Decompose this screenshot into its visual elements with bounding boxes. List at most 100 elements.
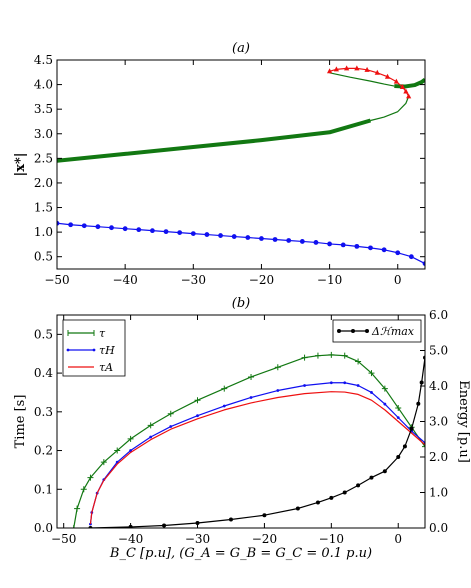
panel-b-ylabel-right: Energy [p.u] [456, 380, 471, 463]
panel-b-point [196, 414, 199, 418]
panel-b-point [262, 513, 267, 518]
panel-b-ytick-label: 0.4 [34, 366, 53, 380]
panel-b-point [276, 389, 280, 392]
panel-a-point [150, 228, 155, 234]
panel-a-point [422, 261, 425, 266]
panel-a-title: (a) [232, 41, 250, 56]
panel-a-point [393, 78, 399, 84]
panel-b-point [368, 370, 375, 377]
panel-b-point [127, 435, 134, 442]
panel-b-xtick-label: −10 [319, 532, 344, 546]
panel-b-title: (b) [232, 296, 250, 311]
panel-b-point [248, 373, 255, 380]
panel-b-point [303, 384, 306, 387]
panel-b-point [249, 396, 253, 399]
panel-a-point [354, 65, 360, 71]
panel-b-legend-marker [67, 330, 95, 336]
panel-a-ytick-label: 0.5 [34, 250, 53, 264]
panel-a-ytick-label: 4.5 [34, 53, 53, 67]
panel-a-point [163, 229, 169, 235]
panel-b-xlabel: B_C [p.u], (G_A = G_B = G_C = 0.1 p.u) [109, 546, 372, 561]
panel-b-legend-marker [365, 329, 369, 333]
panel-b-series-0 [73, 354, 425, 528]
panel-b-point [80, 486, 87, 493]
panel-b-ytick-label-right: 4.0 [429, 379, 448, 393]
panel-b-point [129, 449, 133, 452]
panel-a-ylabel: |x*| [13, 152, 28, 176]
panel-b-legend-label: Δℋmax [371, 325, 415, 338]
panel-b-xtick-label: −50 [51, 532, 76, 546]
panel-b-ytick-label: 0.5 [34, 327, 53, 341]
panel-a-point [136, 227, 142, 233]
panel-b-point [341, 352, 348, 359]
panel-b-ytick-label: 0.1 [34, 482, 53, 496]
panel-a-point [384, 73, 391, 79]
panel-b-point [114, 447, 121, 454]
panel-a-point [218, 233, 223, 238]
panel-b-series-3 [90, 357, 425, 528]
panel-b-xtick-label: −20 [252, 532, 277, 546]
panel-a-point [403, 88, 409, 94]
panel-a-point [364, 66, 370, 72]
panel-b-point [329, 381, 333, 385]
panel-a-frame [56, 59, 426, 270]
panel-b-ytick-label-right: 5.0 [429, 344, 448, 358]
panel-b-xtick-label: −40 [118, 532, 143, 546]
panel-a-point [406, 93, 412, 99]
panel-a-point [259, 236, 264, 241]
panel-a-xtick-label: 0 [394, 273, 402, 287]
panel-a-point [327, 241, 332, 247]
panel-b-point [382, 469, 387, 474]
panel-b-point [74, 505, 81, 512]
panel-b-point [419, 380, 424, 385]
panel-a-series-2 [329, 72, 395, 87]
panel-a-ytick-label: 4.0 [34, 78, 53, 92]
panel-b-point [315, 500, 320, 505]
panel-b-point [70, 525, 77, 528]
panel-a-ytick-label: 2.5 [34, 151, 53, 165]
panel-b-ytick-label-right: 6.0 [429, 308, 448, 322]
panel-b-point [342, 490, 347, 495]
panel-b-legend-label: τ [99, 327, 106, 340]
panel-b-plot-area [70, 351, 425, 528]
panel-a-series-1 [370, 96, 410, 122]
panel-b-ytick-label-right: 0.0 [429, 521, 448, 535]
panel-b-point [147, 422, 154, 429]
panel-b-point [356, 384, 360, 387]
panel-b-point [228, 517, 233, 522]
panel-b-ytick-label-right: 3.0 [429, 415, 448, 429]
panel-a-plot-area [57, 65, 425, 266]
panel-a-point [344, 65, 350, 71]
panel-b-ytick-label: 0.2 [34, 444, 53, 458]
panel-b-legend-marker [351, 329, 355, 333]
panel-b-point [409, 426, 414, 431]
panel-b-legend-label: τA [99, 361, 113, 374]
panel-b-ytick-label: 0.3 [34, 405, 53, 419]
panel-a-ytick-label: 1.0 [34, 225, 53, 239]
panel-b-point [149, 435, 153, 439]
panel-a-point [313, 240, 319, 245]
panel-b-point [274, 364, 281, 371]
panel-a-point [286, 238, 292, 243]
panel-a-point [57, 220, 60, 226]
panel-a-point [408, 254, 414, 260]
panel-a-point [299, 239, 305, 244]
panel-a-ytick-label: 3.0 [34, 127, 53, 141]
panel-b-point [395, 404, 402, 411]
panel-b-point [343, 381, 347, 385]
panel-b-point [221, 385, 228, 392]
panel-b-point [301, 354, 308, 361]
panel-a-xtick-label: −40 [112, 273, 137, 287]
panel-b-point [396, 416, 400, 420]
panel-b-point [416, 401, 421, 406]
panel-a-ytick-label: 2.0 [34, 176, 53, 190]
panel-a-series-5 [57, 222, 425, 265]
panel-a-xtick-label: −50 [44, 273, 69, 287]
panel-a-point [395, 250, 401, 256]
panel-a-point [231, 234, 237, 239]
panel-b-ylabel: Time [s] [13, 395, 28, 449]
panel-a-ytick-label: 3.5 [34, 102, 53, 116]
panel-b-point [329, 495, 334, 500]
